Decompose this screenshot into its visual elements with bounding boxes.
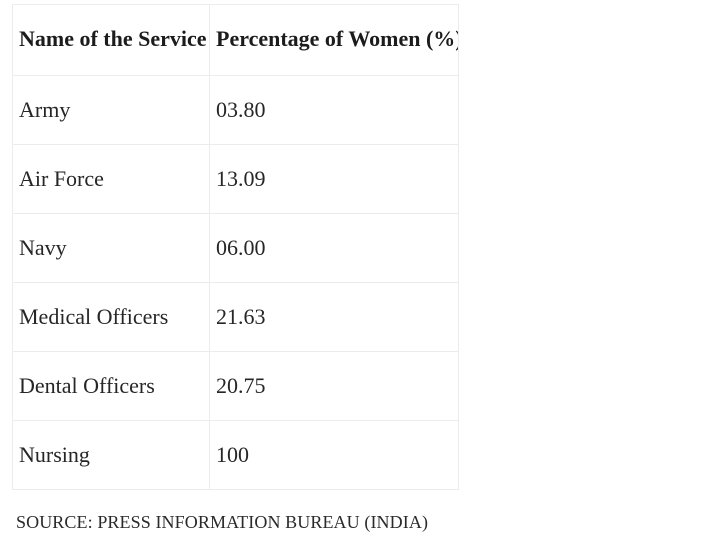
percentage-cell: 20.75: [209, 351, 459, 421]
service-name-cell: Medical Officers: [12, 282, 210, 352]
table-row: Medical Officers 21.63: [12, 282, 459, 352]
service-name-cell: Army: [12, 75, 210, 145]
percentage-cell: 06.00: [209, 213, 459, 283]
service-name-cell: Air Force: [12, 144, 210, 214]
table-row: Air Force 13.09: [12, 144, 459, 214]
table-row: Dental Officers 20.75: [12, 351, 459, 421]
table-row: Army 03.80: [12, 75, 459, 145]
percentage-cell: 21.63: [209, 282, 459, 352]
percentage-cell: 100: [209, 420, 459, 490]
percentage-cell: 03.80: [209, 75, 459, 145]
percentage-cell: 13.09: [209, 144, 459, 214]
table-row: Navy 06.00: [12, 213, 459, 283]
service-name-cell: Dental Officers: [12, 351, 210, 421]
service-name-cell: Nursing: [12, 420, 210, 490]
header-service-name: Name of the Service: [12, 4, 210, 76]
table-row: Nursing 100: [12, 420, 459, 490]
source-caption: SOURCE: PRESS INFORMATION BUREAU (INDIA): [16, 512, 429, 532]
header-percentage-women: Percentage of Women (%): [209, 4, 459, 76]
service-name-cell: Navy: [12, 213, 210, 283]
table-header-row: Name of the Service Percentage of Women …: [12, 4, 459, 76]
women-percentage-table: Name of the Service Percentage of Women …: [12, 4, 459, 490]
